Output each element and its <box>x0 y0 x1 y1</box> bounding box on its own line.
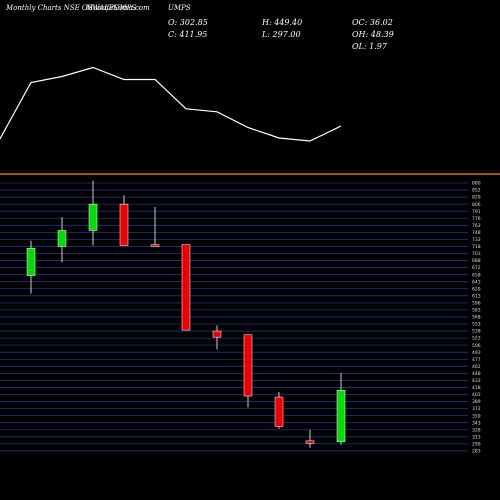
y-tick-label: 643 <box>472 279 481 285</box>
watermark-text: MunafaSutra.com <box>86 4 150 12</box>
candle-5 <box>181 244 191 331</box>
y-tick-label: 389 <box>472 399 481 405</box>
chart-title: Monthly Charts NSE OSWALPUMPS <box>6 4 136 12</box>
candle-6 <box>212 325 222 350</box>
candle-0 <box>26 240 36 294</box>
candle-body <box>243 334 253 397</box>
y-tick-label: 776 <box>472 216 481 222</box>
y-tick-label: 748 <box>472 230 481 236</box>
candle-7 <box>243 334 253 408</box>
y-tick-label: 672 <box>472 265 481 271</box>
ticker-tail-text: UMPS <box>168 4 191 12</box>
candlestick-chart <box>26 180 346 448</box>
y-tick-label: 506 <box>472 343 481 349</box>
y-tick-label: 523 <box>472 336 481 342</box>
candle-10 <box>336 372 346 445</box>
candle-body <box>274 396 284 427</box>
y-tick-label: 718 <box>472 244 481 250</box>
ticker-tail: UMPS <box>168 4 191 12</box>
price-grid: 8808528298067917767637487337187036886726… <box>0 181 481 455</box>
high-value: H: 449.40 <box>262 18 303 27</box>
candle-3 <box>119 195 129 246</box>
candle-9 <box>305 429 315 448</box>
candle-body <box>336 390 346 443</box>
y-tick-label: 418 <box>472 385 481 391</box>
y-tick-label: 658 <box>472 272 481 278</box>
candle-4 <box>150 206 160 247</box>
y-tick-label: 703 <box>472 251 481 257</box>
y-tick-label: 553 <box>472 322 481 328</box>
y-tick-label: 477 <box>472 357 481 363</box>
close-value: C: 411.95 <box>168 30 208 39</box>
low-value: L: 297.00 <box>262 30 301 39</box>
candle-body <box>119 203 129 246</box>
candle-8 <box>274 392 284 429</box>
y-tick-label: 733 <box>472 237 481 243</box>
y-tick-label: 328 <box>472 427 481 433</box>
y-tick-label: 493 <box>472 350 481 356</box>
y-tick-label: 596 <box>472 300 481 306</box>
y-tick-label: 462 <box>472 364 481 370</box>
candle-body <box>305 440 315 444</box>
y-tick-label: 359 <box>472 413 481 419</box>
y-tick-label: 538 <box>472 329 481 335</box>
oc-value: OC: 36.02 <box>352 18 393 27</box>
y-tick-label: 880 <box>472 181 481 187</box>
y-tick-label: 791 <box>472 209 481 215</box>
candle-body <box>150 244 160 247</box>
y-tick-label: 433 <box>472 378 481 384</box>
y-tick-label: 688 <box>472 258 481 264</box>
price-line <box>0 66 342 142</box>
candle-body <box>181 244 191 331</box>
ol-value: OL: 1.97 <box>352 42 387 51</box>
y-tick-label: 299 <box>472 441 481 447</box>
chart-title-text: Monthly Charts NSE OSWALPUMPS <box>6 4 137 12</box>
y-tick-label: 763 <box>472 223 481 229</box>
y-tick-label: 403 <box>472 392 481 398</box>
y-tick-label: 806 <box>472 202 481 208</box>
oh-value: OH: 48.39 <box>352 30 394 39</box>
y-tick-label: 613 <box>472 293 481 299</box>
y-tick-label: 629 <box>472 286 481 292</box>
y-tick-label: 372 <box>472 406 481 412</box>
candle-body <box>57 230 67 247</box>
y-tick-label: 448 <box>472 371 481 377</box>
y-tick-label: 852 <box>472 188 481 194</box>
y-tick-label: 583 <box>472 308 481 314</box>
candle-body <box>88 203 98 231</box>
open-value: O: 302.85 <box>168 18 208 27</box>
y-tick-label: 283 <box>472 449 481 455</box>
candle-1 <box>57 217 67 263</box>
watermark: MunafaSutra.com <box>86 4 150 12</box>
candle-2 <box>88 180 98 246</box>
y-tick-label: 568 <box>472 315 481 321</box>
line-chart <box>0 66 342 142</box>
candle-body <box>212 330 222 338</box>
y-tick-label: 313 <box>472 434 481 440</box>
candle-body <box>26 248 36 276</box>
y-tick-label: 343 <box>472 420 481 426</box>
y-tick-label: 829 <box>472 195 481 201</box>
